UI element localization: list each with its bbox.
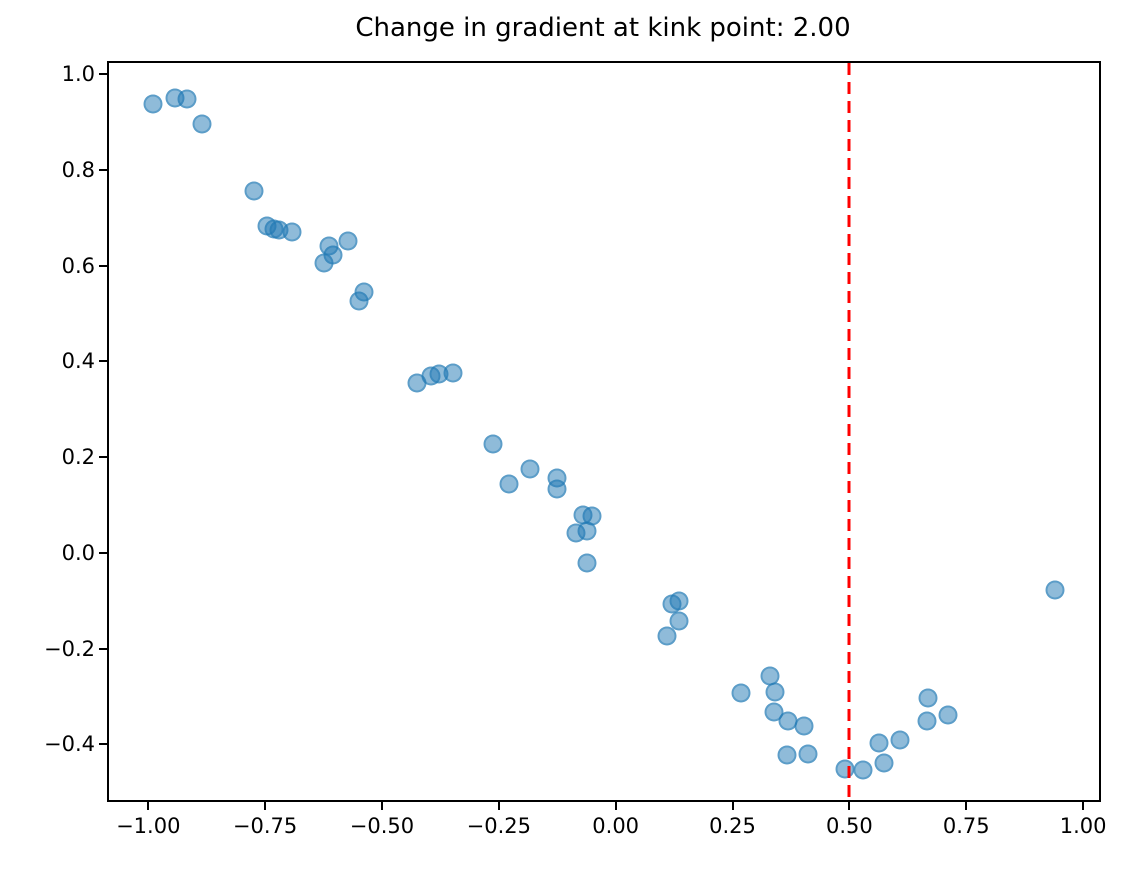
y-tick-mark [99, 647, 107, 650]
x-tick-label: 1.00 [1059, 814, 1107, 838]
plot-area: −1.00 −0.75 −0.50 −0.25 0.00 0.25 0.50 0.75 1.00… [44, 61, 1106, 838]
scatter-point [577, 521, 597, 541]
y-tick-label: 1.0 [61, 62, 95, 86]
y-tick-mark [99, 264, 107, 267]
x-tick-mark [264, 802, 267, 810]
x-tick-mark [614, 802, 617, 810]
scatter-point [731, 683, 751, 703]
scatter-point [577, 553, 597, 573]
scatter-point [777, 745, 797, 765]
y-tick-mark [99, 551, 107, 554]
scatter-point [244, 181, 264, 201]
x-tick-label: 0.75 [942, 814, 990, 838]
scatter-point [338, 231, 358, 251]
y-tick-mark [99, 743, 107, 746]
x-tick-label: −0.25 [466, 814, 532, 838]
scatter-point [890, 730, 910, 750]
scatter-point [483, 434, 503, 454]
y-tick-label: −0.2 [44, 636, 95, 661]
scatter-point [874, 753, 894, 773]
scatter-point [764, 702, 784, 722]
scatter-point [520, 459, 540, 479]
scatter-point [669, 591, 689, 611]
scatter-point [918, 688, 938, 708]
y-tick-label: −0.4 [44, 732, 95, 757]
y-tick-mark [99, 73, 107, 75]
x-tick-mark [1082, 802, 1085, 810]
x-tick-label: −1.00 [116, 814, 181, 838]
scatter-point [794, 716, 814, 736]
x-tick-label: −0.75 [232, 814, 298, 838]
scatter-point [443, 363, 463, 383]
scatter-point [669, 611, 689, 631]
scatter-point [853, 760, 873, 780]
scatter-point [354, 282, 374, 302]
x-tick-mark [380, 802, 383, 810]
x-tick-label: −0.50 [349, 814, 415, 838]
chart-title: Change in gradient at kink point: 2.00 [355, 13, 851, 43]
y-tick-mark [99, 456, 107, 459]
y-tick-label: 0.2 [61, 445, 95, 470]
scatter-point [177, 89, 197, 109]
x-tick-mark [965, 802, 968, 810]
x-tick-mark [848, 802, 851, 810]
y-tick-mark [99, 360, 107, 363]
scatter-point [282, 222, 302, 242]
kink-point-vline [847, 63, 851, 800]
x-tick-label: 0.00 [592, 814, 640, 838]
x-tick-mark [147, 802, 150, 810]
scatter-point [143, 94, 163, 114]
y-tick-label: 0.6 [61, 253, 95, 278]
x-tick-label: 0.50 [826, 814, 873, 838]
scatter-point [547, 479, 567, 499]
x-tick-mark [497, 802, 500, 810]
scatter-point [917, 711, 937, 730]
scatter-point [657, 626, 677, 646]
y-tick-mark [99, 168, 107, 171]
x-tick-mark [731, 802, 734, 810]
scatter-point [499, 474, 519, 494]
scatter-point [835, 759, 855, 779]
x-tick-label: 0.25 [709, 814, 756, 838]
scatter-point [798, 744, 818, 764]
scatter-point [938, 705, 958, 725]
y-tick-label: 0.4 [61, 349, 95, 374]
y-tick-label: 0.0 [61, 540, 95, 565]
scatter-point [192, 114, 212, 134]
scatter-point [323, 245, 343, 265]
y-tick-label: 0.8 [61, 157, 95, 182]
scatter-point [765, 682, 785, 702]
scatter-point [1045, 580, 1065, 600]
scatter-point [869, 733, 889, 753]
